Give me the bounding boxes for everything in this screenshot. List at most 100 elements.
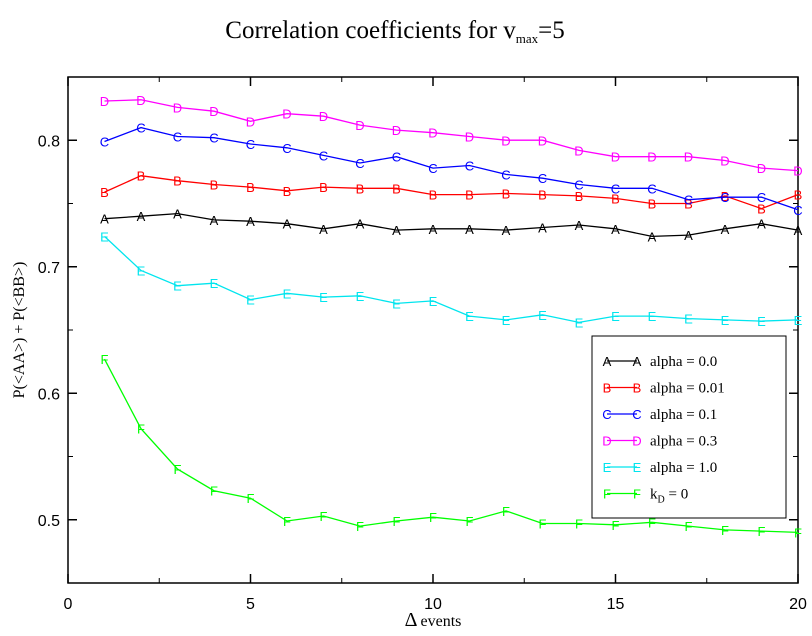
series-line [103,358,799,534]
series-layer: A A A A A A A A A A A A A A AA A A A ABB B B B B B B B B B B B B B B BBBB… [100,93,803,541]
data-point: E [684,312,693,327]
data-point: E [465,309,474,324]
data-point: A [246,214,255,229]
data-point: A [794,223,803,238]
x-axis-label-symbol: Δ [405,609,418,631]
data-point: B [283,184,292,199]
series-line [104,212,799,238]
data-point: F [502,504,510,519]
data-point: A [684,228,693,243]
data-point: F [137,422,145,437]
data-point: D [392,123,401,138]
data-point: E [757,314,766,329]
data-point: F [101,352,109,367]
data-point: C [793,203,802,218]
legend-label: alpha = 1.0 [650,460,717,476]
data-point: F [393,514,401,529]
data-point: C [209,131,218,146]
legend-marker: E [603,460,612,475]
series-a: A A A A A A A A A A A A A A A A A A A A [100,207,803,245]
series-c: C C C C C C C C C C C C C C C C C C C C [100,121,803,218]
data-point: C [392,150,401,165]
series-line [104,175,799,210]
data-point: E [319,290,328,305]
x-tick-label: 0 [64,596,73,613]
data-point: E [538,308,547,323]
data-point: F [721,523,729,538]
legend-marker: A [603,354,612,369]
legend-label: kD = 0 [650,487,688,506]
data-point: A [137,209,146,224]
data-point: E [210,276,219,291]
data-point: F [758,524,766,539]
data-point: F [247,491,255,506]
data-point: B [173,174,182,189]
legend-marker: A [633,354,642,369]
data-point: A [100,212,109,227]
series-d: D D D D D D D D D D D D D D D D D D D D [100,93,803,179]
data-point: B [538,188,547,203]
legend-marker: C [632,407,641,422]
legend-marker: D [632,434,641,449]
legend-marker: E [633,460,642,475]
data-point: C [282,141,291,156]
series-b: B B B B B B B B B B B B B B B B B B B B [100,169,802,217]
data-point: B [721,189,730,204]
data-point: C [574,178,583,193]
data-point: B [319,180,328,195]
data-point: D [136,93,145,108]
data-point: D [173,100,182,115]
data-point: F [174,462,182,477]
data-point: A [465,222,474,237]
legend-label: alpha = 0.1 [650,407,717,423]
data-point: A [502,223,511,238]
data-point: B [611,191,620,206]
data-point: F [575,517,583,532]
data-point: A [392,223,401,238]
y-axis-label: P(<AA>) + P(<BB>) [11,262,28,399]
data-point: C [136,121,145,136]
x-tick-label: 20 [789,596,807,613]
x-tick-label: 10 [424,596,442,613]
data-point: D [684,150,693,165]
y-tick-label: 0.6 [38,386,60,403]
series-line [104,235,799,324]
data-point: E [429,294,438,309]
legend-marker: B [603,381,612,396]
data-point: A [757,217,766,232]
data-point: C [246,137,255,152]
data-point: A [210,213,219,228]
data-point: E [648,309,657,324]
data-point: E [283,286,292,301]
x-tick-label: 5 [246,596,255,613]
legend-label: alpha = 0.3 [650,434,717,450]
data-point: A [575,218,584,233]
data-point: A [173,207,182,222]
chart-title: Correlation coefficients for vmax=5 [225,17,564,46]
data-point: D [574,143,583,158]
data-point: E [575,315,584,330]
data-point: E [137,264,146,279]
data-point: B [648,197,657,212]
data-point: E [246,293,255,308]
legend-marker: C [602,407,611,422]
data-point: E [502,313,511,328]
data-point: B [575,189,584,204]
data-point: A [648,229,657,244]
x-tick-label: 15 [607,596,625,613]
data-point: D [611,150,620,165]
data-point: D [282,107,291,122]
data-point: E [392,296,401,311]
data-point: B [429,188,438,203]
data-point: E [100,229,109,244]
data-point: D [720,153,729,168]
data-point: B [137,169,146,184]
data-point: C [100,135,109,150]
data-point: F [685,519,693,534]
series-line [104,99,799,172]
data-point: A [538,221,547,236]
